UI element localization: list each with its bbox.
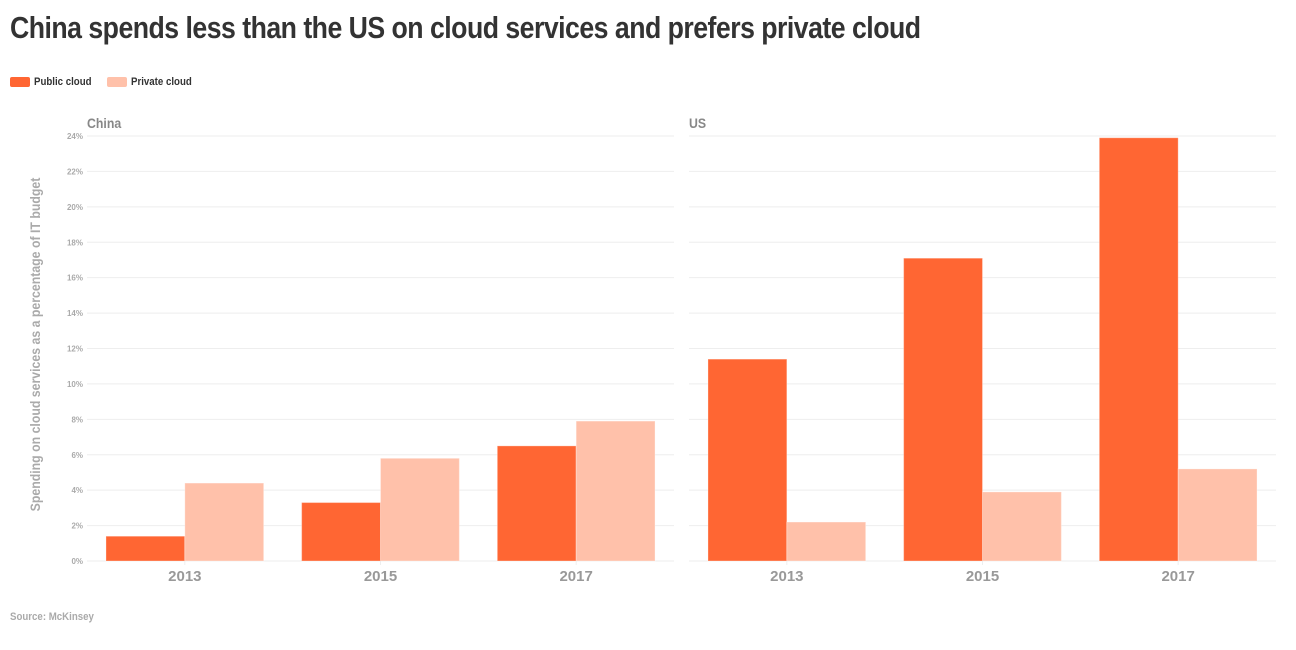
- x-tick-label: 2017: [559, 568, 592, 585]
- legend-label-private: Private cloud: [131, 76, 193, 88]
- bar-china-2015-public: [301, 502, 381, 562]
- source-note: Source: McKinsey: [10, 611, 94, 623]
- x-tick-label: 2013: [770, 568, 803, 585]
- bar-china-2017-private: [575, 420, 656, 562]
- y-tick-label: 16%: [67, 274, 83, 283]
- y-tick-label: 24%: [67, 132, 83, 141]
- bar-china-2013-private: [184, 482, 265, 562]
- y-tick-label: 0%: [71, 557, 83, 566]
- y-tick-label: 2%: [71, 522, 83, 531]
- y-tick-label: 4%: [71, 486, 83, 495]
- legend-swatch-public: [10, 77, 30, 87]
- bar-us-2015-public: [903, 257, 984, 562]
- bar-china-2017-public: [496, 445, 577, 562]
- bar-us-2017-private: [1177, 468, 1258, 562]
- x-tick-label: 2015: [364, 568, 397, 585]
- bar-china-2015-private: [380, 457, 460, 562]
- bar-china-2013-public: [105, 535, 186, 562]
- legend-swatch-private: [107, 77, 128, 87]
- y-tick-label: 10%: [67, 380, 83, 389]
- legend-label-public: Public cloud: [34, 76, 92, 88]
- y-tick-label: 8%: [71, 415, 83, 424]
- panel-title-china: China: [87, 115, 122, 131]
- bar-us-2015-private: [982, 491, 1062, 562]
- legend-item-private[interactable]: Private cloud: [107, 76, 200, 88]
- bar-us-2013-private: [786, 521, 867, 562]
- bar-us-2013-public: [707, 358, 788, 562]
- y-tick-label: 6%: [71, 451, 83, 460]
- y-axis-label: Spending on cloud services as a percenta…: [27, 177, 43, 511]
- chart-title: China spends less than the US on cloud s…: [10, 10, 921, 45]
- x-tick-label: 2015: [966, 568, 999, 585]
- y-tick-label: 12%: [67, 345, 83, 354]
- legend: Public cloud Private cloud: [10, 76, 208, 88]
- panel-title-us: US: [689, 115, 706, 131]
- y-tick-label: 18%: [67, 238, 83, 247]
- x-tick-label: 2013: [168, 568, 201, 585]
- x-tick-label: 2017: [1161, 568, 1194, 585]
- y-tick-label: 14%: [67, 309, 83, 318]
- y-tick-label: 20%: [67, 203, 83, 212]
- y-tick-label: 22%: [67, 167, 83, 176]
- bar-us-2017-public: [1098, 137, 1179, 562]
- legend-item-public[interactable]: Public cloud: [10, 76, 99, 88]
